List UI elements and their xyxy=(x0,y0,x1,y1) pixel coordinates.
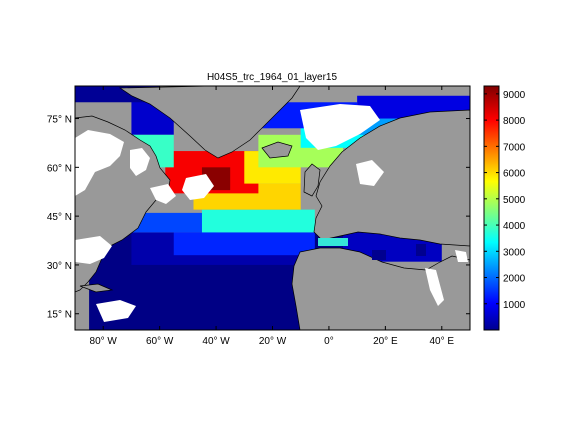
colorbar-tick-label: 1000 xyxy=(503,300,526,311)
colorbar-tick-label: 7000 xyxy=(503,142,526,153)
lon-tick-label: 20° E xyxy=(373,336,398,347)
lon-tick-label: 40° E xyxy=(429,336,454,347)
lon-tick-label: 80° W xyxy=(90,336,118,347)
colorbar-tick-label: 2000 xyxy=(503,274,526,285)
masked-persian-gulf xyxy=(455,250,468,262)
map-axes: 80° W 60° W 40° W 20° W 0° 20° E 40° E 15° N 30… xyxy=(47,85,471,347)
masked-baltic xyxy=(356,160,384,186)
lat-tick-label: 60° N xyxy=(47,163,72,174)
colorbar: 1000 2000 3000 4000 5000 6000 7000 8000 9000 xyxy=(483,85,526,331)
colorbar-tick-label: 5000 xyxy=(503,195,526,206)
mediterranean-cells xyxy=(318,238,426,260)
colorbar-ticks: 1000 2000 3000 4000 5000 6000 7000 8000 9000 xyxy=(484,90,526,311)
land-greenland xyxy=(118,86,301,159)
masked-gulf-of-mexico xyxy=(75,236,112,264)
lon-tick-label: 20° W xyxy=(259,336,287,347)
land-uk xyxy=(303,163,321,197)
colorbar-tick-label: 4000 xyxy=(503,221,526,232)
med-cell-levant xyxy=(416,244,426,256)
lon-tick-label: 40° W xyxy=(202,336,230,347)
med-cell-east xyxy=(372,250,386,260)
lon-tick-label: 60° W xyxy=(146,336,174,347)
field-cell-3 xyxy=(131,212,217,233)
colorbar-scale xyxy=(483,85,500,331)
lat-tick-label: 15° N xyxy=(47,310,72,321)
masked-gulf-st-lawrence xyxy=(150,184,176,204)
lat-tick-label: 30° N xyxy=(47,261,72,272)
land-africa xyxy=(291,247,470,330)
lat-tick-label: 45° N xyxy=(47,212,72,223)
field-cell-4 xyxy=(201,209,315,233)
masked-caribbean xyxy=(96,300,136,322)
field-cell-2 xyxy=(173,232,315,256)
land-europe xyxy=(313,109,470,247)
masked-hudson-bay xyxy=(75,130,124,196)
masked-newfoundland-gap xyxy=(182,174,214,200)
lon-ticks: 80° W 60° W 40° W 20° W 0° 20° E 40° E xyxy=(90,86,454,347)
masked-red-sea xyxy=(425,268,444,306)
land-iceland xyxy=(261,141,293,159)
lat-ticks: 15° N 30° N 45° N 60° N 75° N xyxy=(47,115,470,321)
land-cuba xyxy=(79,283,114,293)
masked-cells xyxy=(75,104,468,322)
masked-labrador-coast xyxy=(130,148,150,176)
med-cell-west xyxy=(318,238,348,246)
colorbar-tick-label: 9000 xyxy=(503,90,526,101)
colorbar-tick-label: 8000 xyxy=(503,116,526,127)
colorbar-tick-label: 3000 xyxy=(503,247,526,258)
lon-tick-label: 0° xyxy=(324,336,334,347)
lat-tick-label: 75° N xyxy=(47,115,72,126)
colorbar-tick-label: 6000 xyxy=(503,169,526,180)
masked-nordic-ice xyxy=(300,104,380,150)
map-title: H04S5_trc_1964_01_layer15 xyxy=(207,72,338,83)
